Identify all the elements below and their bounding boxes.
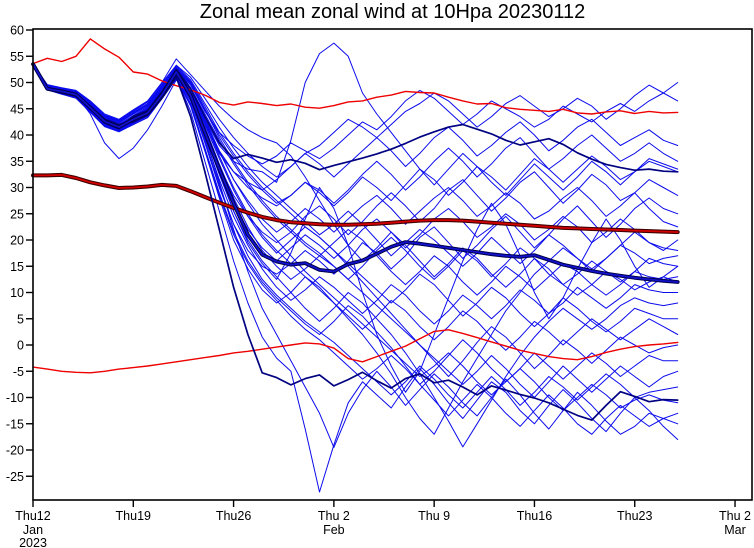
x-tick-label: Thu 9: [418, 509, 450, 523]
ensemble-member-14: [32, 63, 679, 325]
y-tick-label: -5: [13, 365, 24, 379]
y-tick-label: 60: [10, 24, 24, 38]
y-tick-label: 0: [17, 339, 24, 353]
ensemble-member-13: [32, 58, 679, 296]
x-tick-label: Thu12: [15, 509, 50, 523]
ensemble-member-20: [32, 63, 679, 398]
x-tick-label: Thu23: [617, 509, 652, 523]
y-tick-label: 5: [17, 312, 24, 326]
y-tick-label: 55: [10, 50, 24, 64]
x-tick-label: Thu16: [517, 509, 552, 523]
y-tick-label: 25: [10, 207, 24, 221]
y-tick-label: 30: [10, 181, 24, 195]
ensemble-member-18: [32, 63, 679, 377]
y-tick-label: 20: [10, 234, 24, 248]
ensemble-mean: [32, 63, 679, 283]
ensemble-member-24: [32, 63, 679, 207]
y-tick-label: 45: [10, 102, 24, 116]
y-tick-label: 50: [10, 76, 24, 90]
x-tick-month-label: Mar: [724, 523, 746, 537]
control-forecast: [32, 63, 679, 421]
ensemble-member-06: [32, 63, 679, 207]
x-tick-label: Thu19: [116, 509, 151, 523]
x-tick-label: Thu26: [216, 509, 251, 523]
climatology-upper: [32, 38, 679, 115]
y-tick-label: -10: [6, 391, 24, 405]
ensemble-member-23: [32, 63, 679, 435]
x-tick-label: Thu 2: [719, 509, 751, 523]
climatology-lower: [32, 329, 679, 374]
hres-forecast: [32, 63, 679, 173]
plot-border: [32, 28, 753, 501]
ensemble-member-28: [32, 63, 679, 233]
ensemble-member-07: [32, 63, 679, 275]
y-tick-label: -20: [6, 444, 24, 458]
x-tick-month-label: Jan: [23, 523, 43, 537]
chart-title: Zonal mean zonal wind at 10Hpa 20230112: [199, 1, 586, 23]
ensemble-member-08: [32, 63, 679, 244]
x-tick-year-label: 2023: [19, 536, 47, 548]
y-tick-label: -15: [6, 417, 24, 431]
climatology-mean-outline: [31, 172, 680, 235]
x-tick-label: Thu 2: [318, 509, 350, 523]
ensemble-member-16: [32, 63, 679, 333]
y-tick-label: 10: [10, 286, 24, 300]
ensemble-member-25: [32, 63, 679, 178]
y-tick-label: 40: [10, 129, 24, 143]
ensemble-member-02: [32, 63, 679, 191]
x-tick-month-label: Feb: [323, 523, 345, 537]
y-tick-label: 15: [10, 260, 24, 274]
climatology-mean: [32, 173, 679, 234]
ensemble-member-26: [32, 63, 679, 262]
ensemble-member-27: [32, 63, 679, 393]
y-tick-label: 35: [10, 155, 24, 169]
y-tick-label: -25: [6, 470, 24, 484]
